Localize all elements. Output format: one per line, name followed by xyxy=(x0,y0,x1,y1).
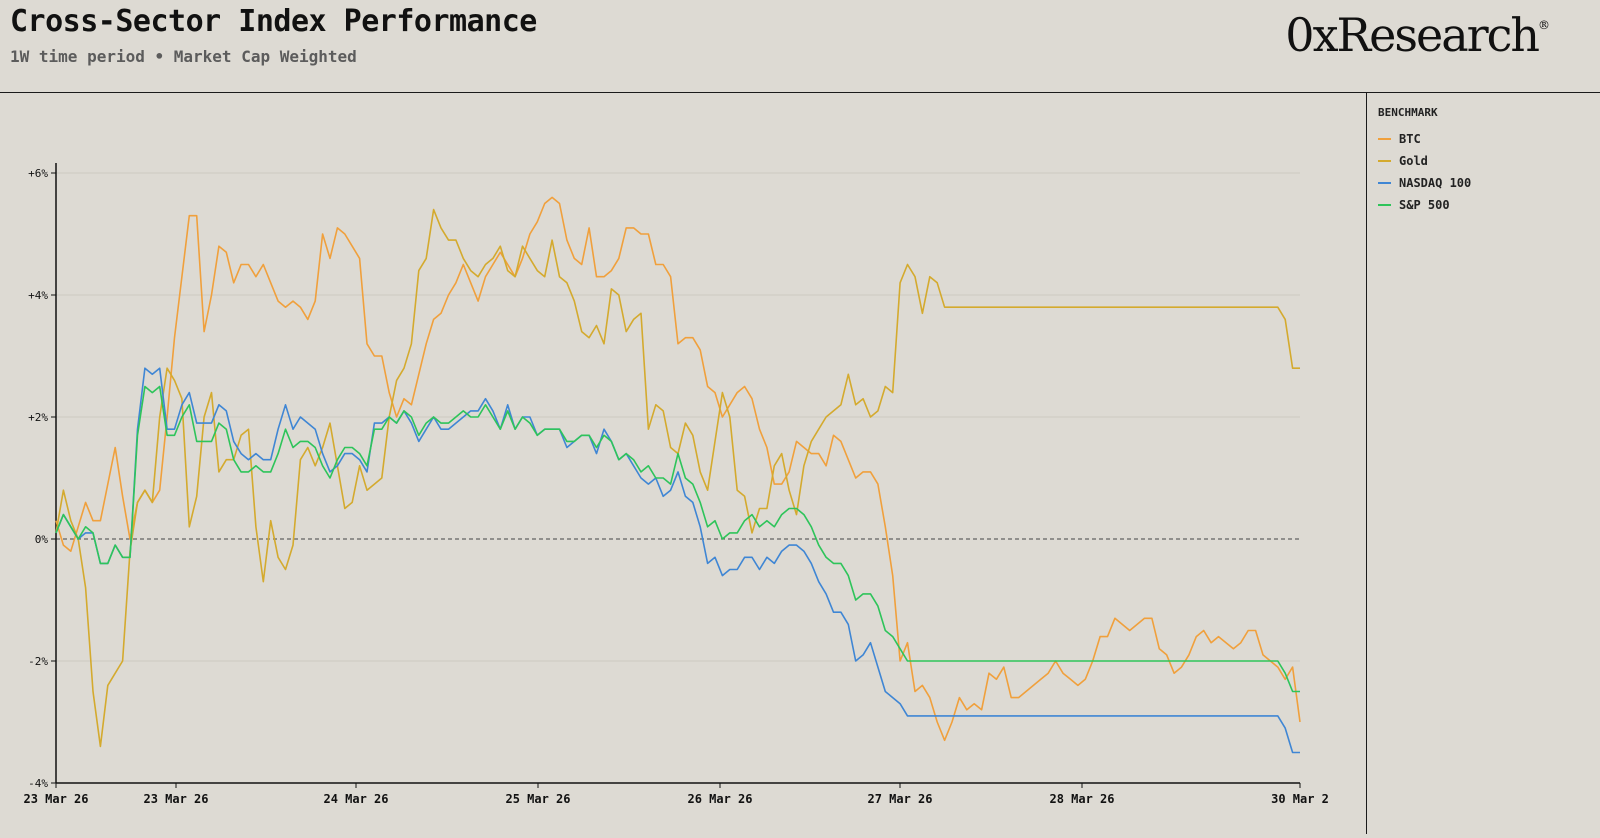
legend-item: NASDAQ 100 xyxy=(1378,172,1588,194)
chart-subtitle: 1W time period • Market Cap Weighted xyxy=(10,47,357,66)
legend-label: BTC xyxy=(1399,132,1421,146)
legend-items: BTC Gold NASDAQ 100 S&P 500 xyxy=(1378,128,1588,216)
legend-swatch xyxy=(1378,138,1391,140)
chart-title: Cross-Sector Index Performance xyxy=(10,4,537,39)
y-tick-label: -2% xyxy=(28,655,48,668)
x-tick-label: 23 Mar 26 xyxy=(23,792,88,806)
y-tick-label: +2% xyxy=(28,411,48,424)
registered-mark: ® xyxy=(1538,17,1550,32)
brand-name: 0xResearch xyxy=(1285,8,1540,62)
series-line-s-p-500 xyxy=(55,385,1300,693)
legend: BENCHMARK BTC Gold NASDAQ 100 S&P 500 xyxy=(1378,106,1588,216)
legend-label: Gold xyxy=(1399,154,1428,168)
legend-swatch xyxy=(1378,204,1391,206)
x-tick-label: 30 Mar 2 xyxy=(1271,792,1329,806)
y-tick-label: -4% xyxy=(28,777,48,790)
y-tick-label: +6% xyxy=(28,167,48,180)
series-line-gold xyxy=(55,208,1300,748)
legend-label: NASDAQ 100 xyxy=(1399,176,1472,190)
y-tick-label: 0% xyxy=(35,533,49,546)
x-tick-label: 26 Mar 26 xyxy=(687,792,752,806)
legend-title: BENCHMARK xyxy=(1378,106,1438,119)
brand-logo: 0xResearch® xyxy=(1285,8,1550,62)
x-tick-label: 25 Mar 26 xyxy=(505,792,570,806)
chart-area: +6% +4% +2% 0% -2% -4% 23 Mar 26 23 Mar 26 24 Ma… xyxy=(0,93,1367,834)
series-line-btc xyxy=(55,196,1301,742)
legend-swatch xyxy=(1378,182,1391,184)
x-tick-label: 28 Mar 26 xyxy=(1049,792,1114,806)
x-tick-label: 27 Mar 26 xyxy=(867,792,932,806)
legend-item: Gold xyxy=(1378,150,1588,172)
legend-item: BTC xyxy=(1378,128,1588,150)
x-tick-label: 23 Mar 26 xyxy=(143,792,208,806)
legend-label: S&P 500 xyxy=(1399,198,1450,212)
line-chart: +6% +4% +2% 0% -2% -4% 23 Mar 26 23 Mar 26 24 Ma… xyxy=(23,163,1329,806)
series-line-nasdaq-100 xyxy=(55,367,1300,754)
legend-swatch xyxy=(1378,160,1391,162)
y-tick-label: +4% xyxy=(28,289,48,302)
x-tick-label: 24 Mar 26 xyxy=(323,792,388,806)
header: Cross-Sector Index Performance 1W time p… xyxy=(0,0,1600,93)
legend-item: S&P 500 xyxy=(1378,194,1588,216)
